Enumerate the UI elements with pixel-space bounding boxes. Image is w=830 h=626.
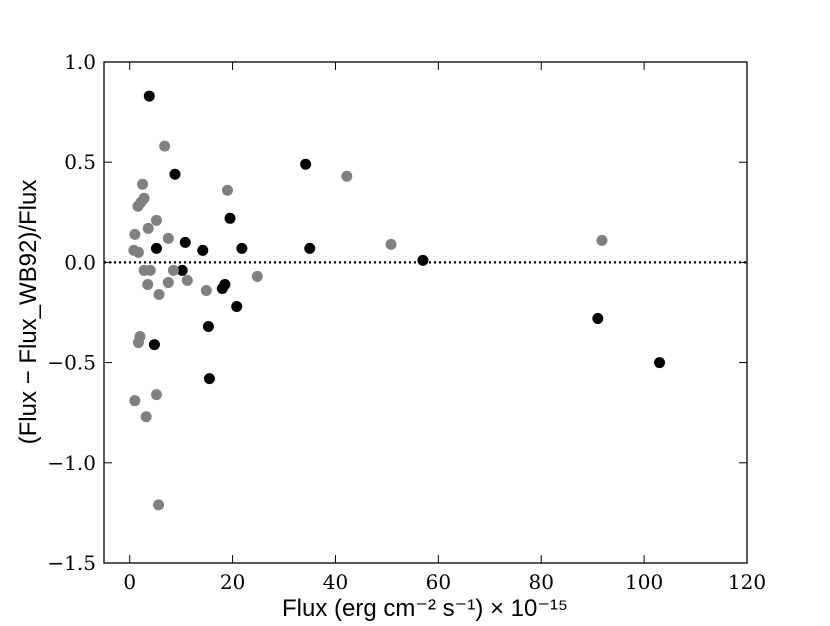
y-tick-label: 0.0 (64, 250, 96, 274)
x-tick-label: 120 (728, 570, 766, 594)
data-point (300, 158, 312, 170)
data-point (162, 276, 174, 288)
y-tick-label: 0.5 (64, 150, 96, 174)
data-point (216, 282, 228, 294)
data-point (221, 184, 233, 196)
y-axis-label: (Flux − Flux_WB92)/Flux (15, 180, 42, 445)
y-tick-label: −1.0 (47, 451, 96, 475)
data-point (251, 270, 263, 282)
data-point (150, 214, 162, 226)
data-point (153, 288, 165, 300)
data-point (132, 246, 144, 258)
data-point (304, 242, 316, 254)
data-point (231, 300, 243, 312)
data-point (167, 264, 179, 276)
y-tick-label: −1.5 (47, 551, 96, 575)
data-point (385, 238, 397, 250)
x-tick-label: 100 (625, 570, 663, 594)
axis-ticks: 0 20 40 60 80 100 120 −1.5 −1.0 −0.5 0.0 0.5 1.0 (47, 50, 766, 594)
data-point (143, 90, 155, 102)
data-point (596, 234, 608, 246)
plot-frame (103, 61, 748, 564)
x-tick-label: 60 (426, 570, 451, 594)
plot-area (104, 90, 747, 511)
data-point (132, 200, 144, 212)
data-point (236, 242, 248, 254)
data-point (179, 236, 191, 248)
x-tick-label: 80 (529, 570, 554, 594)
data-point (162, 232, 174, 244)
data-point (200, 284, 212, 296)
data-point (341, 170, 353, 182)
data-point (132, 337, 144, 349)
data-point (144, 264, 156, 276)
x-tick-label: 40 (323, 570, 348, 594)
data-point (417, 254, 429, 266)
data-point (176, 264, 188, 276)
y-tick-label: 1.0 (64, 50, 96, 74)
data-point (129, 228, 141, 240)
data-point (169, 168, 181, 180)
y-tick-label: −0.5 (47, 351, 96, 375)
data-point (148, 339, 160, 351)
data-point (142, 278, 154, 290)
x-axis-label: Flux (erg cm⁻² s⁻¹) × 10⁻¹⁵ (282, 595, 568, 622)
data-point (137, 178, 149, 190)
data-point (153, 499, 165, 511)
data-point (592, 313, 604, 325)
x-tick-label: 20 (220, 570, 245, 594)
data-point (142, 222, 154, 234)
data-point (140, 411, 152, 423)
data-point (202, 321, 214, 333)
data-point (129, 395, 141, 407)
x-tick-label: 0 (123, 570, 136, 594)
data-point (150, 389, 162, 401)
data-point (197, 244, 209, 256)
data-point (654, 357, 666, 369)
data-point (224, 212, 236, 224)
data-point (181, 274, 193, 286)
data-point (159, 140, 171, 152)
data-point (150, 242, 162, 254)
data-point (203, 373, 215, 385)
